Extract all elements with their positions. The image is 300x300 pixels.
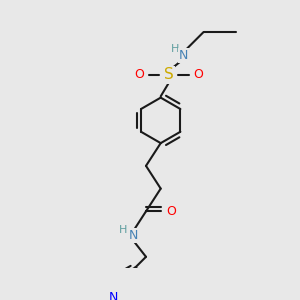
Text: N: N [129, 229, 138, 242]
Text: S: S [164, 68, 174, 82]
Text: O: O [134, 68, 144, 81]
Text: H: H [119, 225, 128, 235]
Text: N: N [179, 49, 188, 62]
Text: O: O [167, 205, 176, 218]
Text: H: H [171, 44, 180, 54]
Text: O: O [193, 68, 203, 81]
Text: N: N [108, 291, 118, 300]
